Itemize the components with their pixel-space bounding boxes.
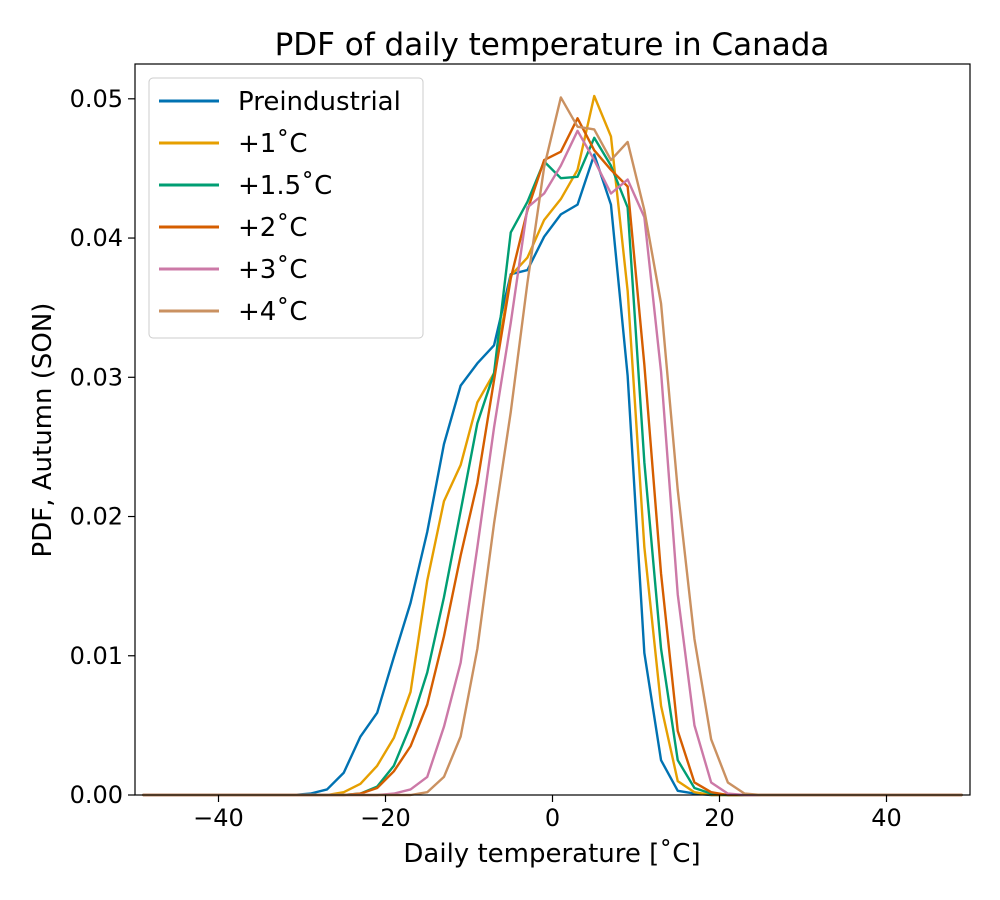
y-tick-label: 0.05 [70, 85, 123, 113]
y-tick-label: 0.02 [70, 503, 123, 531]
x-tick-label: 40 [871, 804, 902, 832]
legend-label-3: +1.5˚C [238, 171, 332, 201]
y-tick-label: 0.00 [70, 781, 123, 809]
x-axis-ticks: −40 −20 0 20 40 [193, 795, 902, 832]
legend-label-1: Preindustrial [238, 87, 401, 117]
y-axis-label: PDF, Autumn (SON) [28, 303, 58, 558]
y-tick-label: 0.03 [70, 363, 123, 391]
legend-label-5: +3˚C [238, 255, 307, 285]
legend-label-6: +4˚C [238, 297, 307, 327]
x-tick-label: 0 [545, 804, 560, 832]
x-tick-label: −40 [193, 804, 244, 832]
legend-label-2: +1˚C [238, 129, 307, 159]
x-tick-label: 20 [704, 804, 735, 832]
chart-title: PDF of daily temperature in Canada [275, 27, 830, 63]
x-axis-label: Daily temperature [˚C] [403, 839, 700, 869]
x-tick-label: −20 [360, 804, 411, 832]
y-tick-label: 0.01 [70, 642, 123, 670]
legend: Preindustrial +1˚C +1.5˚C +2˚C +3˚C +4˚C [148, 77, 424, 339]
y-tick-label: 0.04 [70, 224, 123, 252]
y-axis-ticks: 0.00 0.01 0.02 0.03 0.04 0.05 [70, 85, 135, 809]
legend-label-4: +2˚C [238, 213, 307, 243]
legend-items: Preindustrial +1˚C +1.5˚C +2˚C +3˚C +4˚C [159, 87, 401, 327]
